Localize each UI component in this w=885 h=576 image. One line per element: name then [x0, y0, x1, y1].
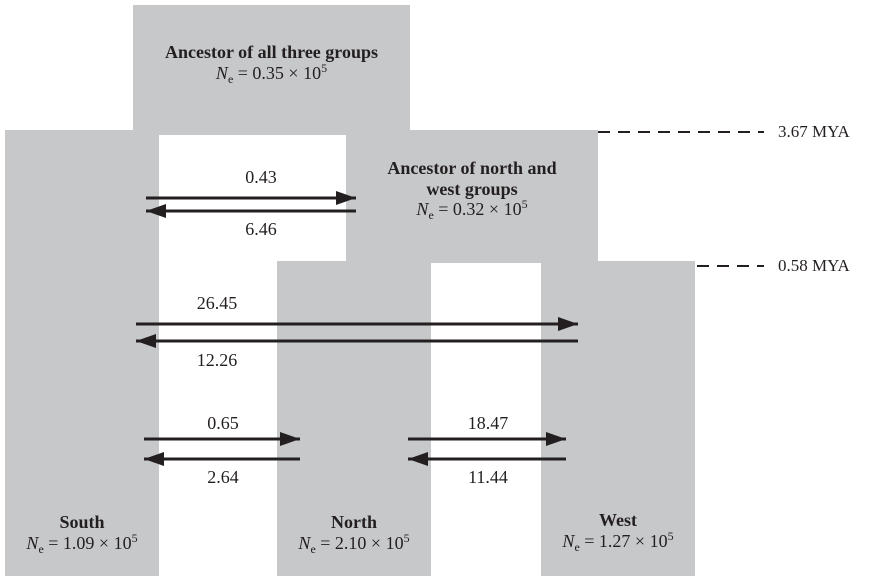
ancestor-nw-title-line1: Ancestor of north and [387, 158, 557, 178]
rate-south-to-ancestor-nw: 0.43 [245, 167, 277, 187]
rate-west-to-south: 12.26 [196, 350, 238, 370]
time-marker-label-2: 0.58 MYA [778, 256, 850, 275]
ancestor-all-title: Ancestor of all three groups [165, 42, 378, 62]
ancestor-nw-ne: Ne = 0.32 × 105 [416, 197, 528, 223]
time-marker-label-1: 3.67 MYA [778, 122, 850, 141]
ancestor-all-ne: Ne = 0.35 × 105 [215, 60, 328, 86]
west-ne: Ne = 1.27 × 105 [562, 528, 674, 554]
rate-west-to-north: 11.44 [468, 467, 508, 487]
north-title: North [331, 512, 377, 532]
west-block [541, 261, 695, 576]
south-label: South Ne = 1.09 × 105 [0, 512, 164, 556]
rate-north-to-south: 2.64 [207, 467, 239, 487]
ancestor-nw-title-line2: west groups [426, 178, 518, 199]
rate-north-to-west: 18.47 [467, 413, 509, 433]
north-label: North Ne = 2.10 × 105 [272, 512, 436, 556]
rate-south-to-west: 26.45 [196, 293, 238, 313]
south-block [5, 130, 159, 576]
north-block [277, 261, 431, 576]
ancestor-nw-label: Ancestor of north and west groups Ne = 0… [346, 158, 598, 223]
north-ne: Ne = 2.10 × 105 [298, 530, 410, 556]
ancestor-all-label: Ancestor of all three groups Ne = 0.35 ×… [133, 42, 410, 86]
west-title: West [599, 510, 637, 530]
rate-south-to-north: 0.65 [207, 413, 239, 433]
ancestor-all-block [133, 5, 410, 135]
south-ne: Ne = 1.09 × 105 [26, 530, 138, 556]
ancestor-nw-block [346, 130, 598, 263]
rate-ancestor-nw-to-south: 6.46 [245, 219, 277, 239]
west-label: West Ne = 1.27 × 105 [536, 510, 700, 554]
south-title: South [59, 512, 105, 532]
